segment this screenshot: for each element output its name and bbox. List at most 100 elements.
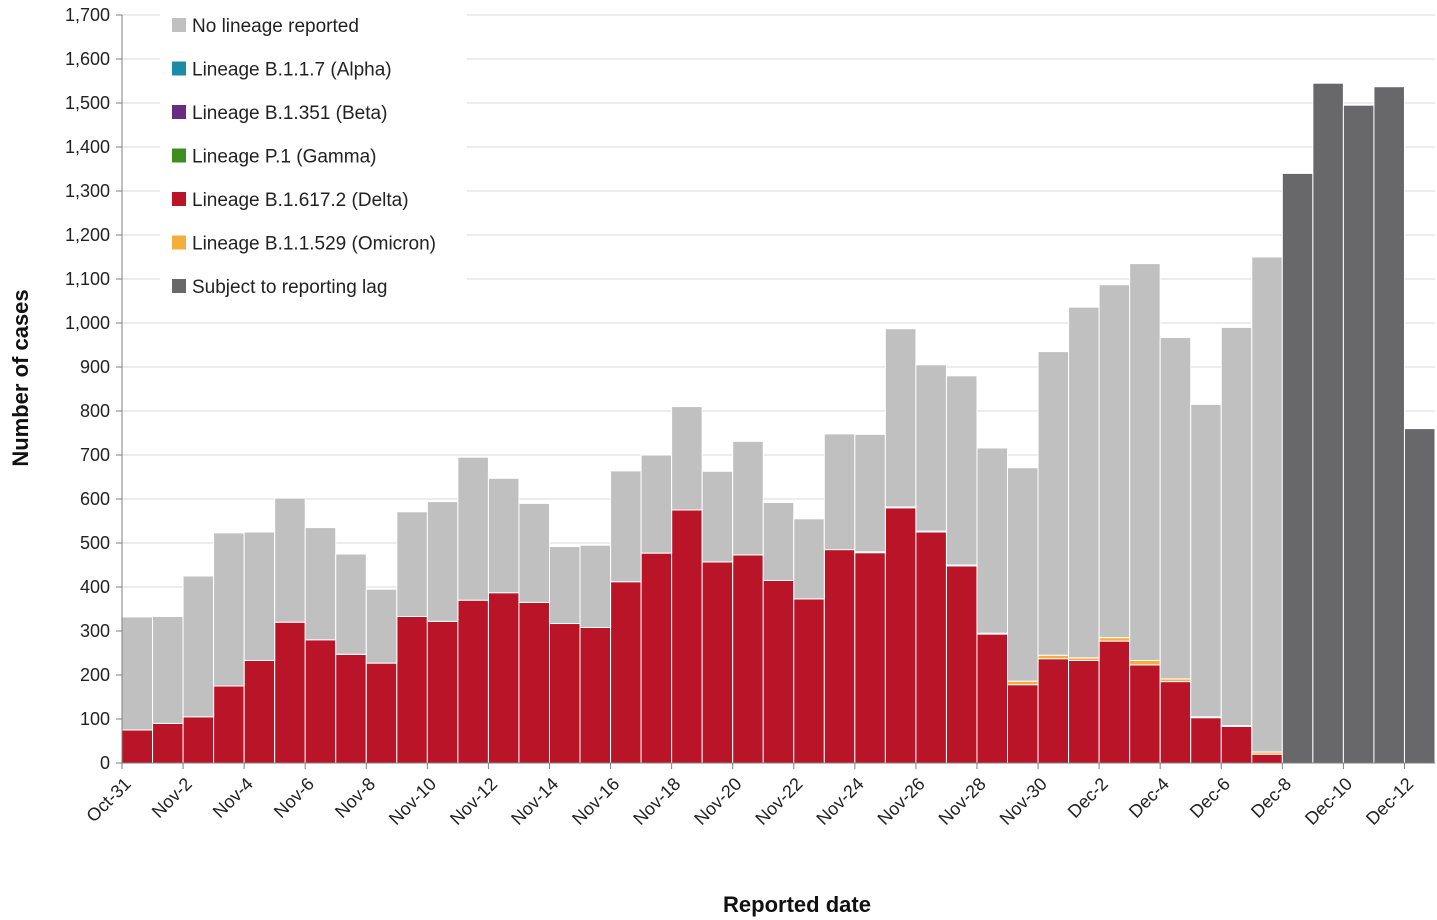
bar-segment bbox=[274, 497, 306, 623]
bar-segment bbox=[823, 549, 856, 764]
bar-segment bbox=[365, 662, 398, 764]
bar-segment bbox=[1342, 104, 1375, 764]
y-tick-label: 1,700 bbox=[65, 5, 110, 25]
bar-segment bbox=[823, 433, 856, 551]
bar-segment bbox=[640, 454, 673, 554]
x-tick-label: Dec-4 bbox=[1125, 774, 1173, 822]
legend-items: No lineage reported Lineage B.1.1.7 (Alph… bbox=[172, 16, 436, 298]
y-tick-label: 1,300 bbox=[65, 181, 110, 201]
legend-label: Lineage B.1.617.2 (Delta) bbox=[192, 190, 409, 211]
legend-swatch bbox=[172, 235, 186, 250]
bar-segment bbox=[1251, 256, 1283, 753]
bar-segment bbox=[701, 470, 734, 563]
bar-segment bbox=[701, 561, 734, 764]
y-axis-title: Number of cases bbox=[8, 289, 33, 466]
bar-segment bbox=[152, 722, 184, 764]
bar-segment bbox=[426, 620, 459, 764]
bar-segment bbox=[610, 581, 642, 764]
y-tick-label: 1,100 bbox=[65, 269, 110, 289]
bar-segment bbox=[365, 588, 398, 664]
y-tick-label: 1,600 bbox=[65, 49, 110, 69]
bar-segment bbox=[396, 615, 428, 764]
bar-segment bbox=[1220, 326, 1253, 727]
legend-label: Lineage B.1.1.529 (Omicron) bbox=[192, 234, 436, 255]
y-tick-label: 1,200 bbox=[65, 225, 110, 245]
x-tick-label: Nov-10 bbox=[385, 774, 440, 829]
bar-segment bbox=[762, 579, 795, 764]
bar-segment bbox=[274, 621, 306, 764]
bar-segment bbox=[671, 406, 703, 511]
bar-segment bbox=[976, 447, 1009, 634]
x-tick-label: Nov-2 bbox=[148, 774, 196, 822]
y-tick-label: 800 bbox=[80, 401, 110, 421]
legend-label: No lineage reported bbox=[192, 16, 359, 37]
bar-segment bbox=[1281, 172, 1314, 764]
bar-segment bbox=[1373, 86, 1405, 764]
bar-segment bbox=[1098, 637, 1131, 642]
bar-segment bbox=[213, 532, 245, 687]
bar-segment bbox=[548, 623, 581, 764]
y-tick-label: 1,000 bbox=[65, 313, 110, 333]
x-tick-label: Nov-14 bbox=[507, 774, 562, 829]
legend-label: Subject to reporting lag bbox=[192, 277, 387, 298]
bar-segment bbox=[884, 328, 917, 508]
bar-segment bbox=[152, 615, 184, 724]
bar-segment bbox=[213, 685, 245, 764]
y-tick-label: 100 bbox=[80, 709, 110, 729]
bar-segment bbox=[640, 552, 673, 764]
legend: No lineage reported Lineage B.1.1.7 (Alph… bbox=[160, 6, 467, 304]
x-tick-label: Nov-6 bbox=[270, 774, 318, 822]
bar-segment bbox=[884, 507, 917, 764]
y-tick-label: 700 bbox=[80, 445, 110, 465]
bar-segment bbox=[1129, 263, 1161, 661]
bar-segment bbox=[945, 375, 978, 566]
bar-segment bbox=[793, 598, 825, 764]
bar-segment bbox=[396, 511, 428, 617]
x-tick-label: Dec-6 bbox=[1186, 774, 1234, 822]
y-tick-label: 200 bbox=[80, 665, 110, 685]
x-tick-label: Nov-28 bbox=[935, 774, 990, 829]
y-tick-label: 1,400 bbox=[65, 137, 110, 157]
y-tick-label: 600 bbox=[80, 489, 110, 509]
bar-segment bbox=[1007, 680, 1039, 686]
bar-segment bbox=[610, 470, 642, 583]
bar-segment bbox=[1129, 664, 1161, 764]
x-tick-label: Nov-30 bbox=[996, 774, 1051, 829]
legend-swatch bbox=[172, 105, 186, 119]
bar-segment bbox=[457, 599, 489, 764]
legend-label: Lineage B.1.1.7 (Alpha) bbox=[192, 60, 392, 81]
x-tick-label: Nov-12 bbox=[446, 774, 501, 829]
bar-segment bbox=[518, 601, 550, 764]
x-tick-label: Nov-18 bbox=[629, 774, 684, 829]
bar-segment bbox=[976, 633, 1009, 764]
bar-segment bbox=[579, 626, 612, 764]
bar-segment bbox=[1007, 684, 1039, 764]
bar-segment bbox=[487, 592, 520, 764]
y-tick-label: 500 bbox=[80, 533, 110, 553]
y-tick-label: 400 bbox=[80, 577, 110, 597]
legend-swatch bbox=[172, 279, 186, 293]
x-tick-label: Nov-8 bbox=[331, 774, 379, 822]
y-tick-label: 300 bbox=[80, 621, 110, 641]
bar-segment bbox=[1159, 681, 1192, 764]
bar-segment bbox=[1220, 725, 1253, 764]
bar-segment bbox=[304, 639, 337, 764]
bar-segment bbox=[1190, 403, 1222, 718]
x-axis-title: Reported date bbox=[723, 892, 871, 917]
bar-segment bbox=[182, 575, 215, 718]
bar-segment bbox=[243, 531, 276, 661]
y-tick-label: 1,500 bbox=[65, 93, 110, 113]
legend-swatch bbox=[172, 192, 186, 206]
bar-segment bbox=[1129, 659, 1161, 666]
bar-segment bbox=[915, 364, 947, 532]
bar-segment bbox=[854, 433, 886, 553]
bar-segment bbox=[121, 729, 154, 764]
bar-segment bbox=[1037, 351, 1070, 656]
bar-segment bbox=[1251, 753, 1283, 764]
bar-segment bbox=[182, 716, 215, 764]
bar-segment bbox=[335, 553, 367, 655]
axes bbox=[121, 15, 1435, 764]
legend-swatch bbox=[172, 18, 186, 32]
bar-segment bbox=[335, 653, 367, 764]
